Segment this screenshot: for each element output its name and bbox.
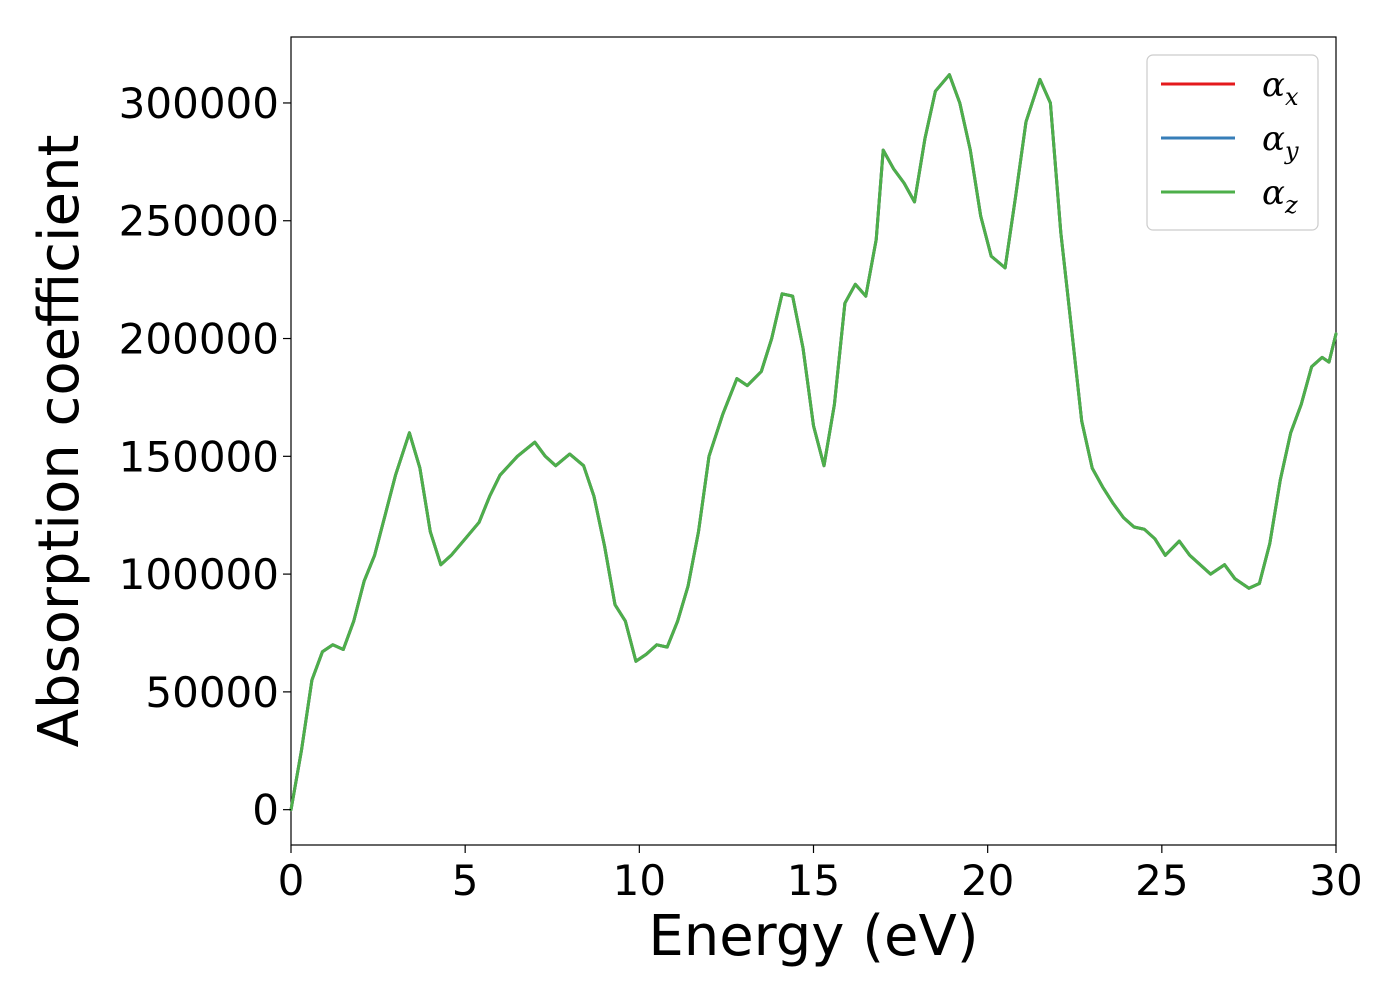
y-tick-label: 150000 (119, 432, 279, 481)
y-tick-label: 250000 (119, 197, 279, 246)
series-line-z (289, 73, 1338, 812)
x-axis-label: Energy (eV) (648, 904, 978, 969)
x-tick-label: 30 (1309, 856, 1362, 905)
legend-label-main: α (1262, 173, 1285, 213)
x-tick-label: 10 (613, 856, 666, 905)
y-axis-label: Absorption coefficient (27, 135, 92, 748)
legend-label-y: αy (1262, 119, 1299, 165)
legend-label-sub: y (1284, 137, 1299, 165)
legend-label-sub: x (1285, 83, 1299, 111)
legend-label-sub: z (1284, 191, 1298, 219)
legend-label-x: αx (1262, 65, 1299, 111)
x-axis: 0 5 10 15 20 25 30 (278, 845, 1363, 905)
series-layer (289, 73, 1338, 812)
y-tick-label: 50000 (145, 668, 279, 717)
legend-label-main: α (1262, 119, 1285, 159)
legend-label-main: α (1262, 65, 1285, 105)
y-tick-label: 300000 (119, 79, 279, 128)
legend-label-z: αz (1262, 173, 1298, 219)
legend-box (1146, 54, 1319, 231)
y-tick-label: 200000 (119, 315, 279, 364)
y-tick-label: 100000 (119, 550, 279, 599)
x-tick-label: 0 (278, 856, 305, 905)
y-tick-label: 0 (252, 786, 279, 835)
x-tick-label: 25 (1135, 856, 1188, 905)
x-tick-label: 15 (787, 856, 840, 905)
y-axis: 0 50000 100000 150000 200000 250000 300000 (119, 79, 291, 835)
x-tick-label: 20 (961, 856, 1014, 905)
x-tick-label: 5 (452, 856, 479, 905)
